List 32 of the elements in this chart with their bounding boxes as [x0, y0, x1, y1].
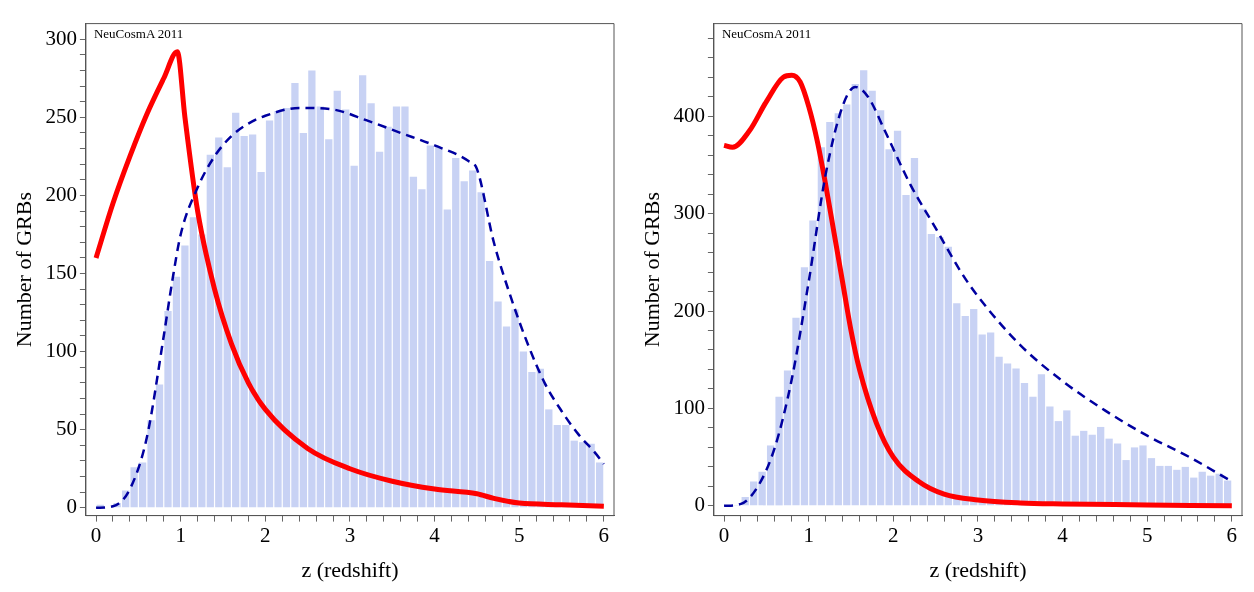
y-tick-label: 400: [673, 102, 705, 127]
x-tick-label: 1: [803, 522, 814, 547]
x-tick-label: 2: [260, 522, 271, 547]
x-tick-label: 4: [429, 522, 441, 547]
y-axis-title: Number of GRBs: [638, 191, 664, 348]
x-tick-label: 0: [90, 522, 102, 547]
y-tick-label: 200: [45, 181, 77, 206]
y-tick-label: 100: [45, 338, 77, 363]
annotation: NeuCosmA 2011: [721, 25, 812, 41]
y-tick-label: 0: [66, 494, 77, 519]
x-axis-title: z (redshift): [301, 556, 399, 582]
x-tick-label: 0: [718, 522, 730, 547]
y-tick-label: 200: [673, 297, 705, 322]
annotation: NeuCosmA 2011: [93, 25, 184, 41]
x-tick-label: 1: [175, 522, 186, 547]
x-tick-label: 5: [1141, 522, 1153, 547]
y-tick-label: 50: [55, 416, 77, 441]
x-axis-title: z (redshift): [929, 556, 1027, 582]
y-tick-label: 300: [45, 25, 77, 50]
y-tick-label: 100: [673, 394, 705, 419]
y-tick-label: 300: [673, 200, 705, 225]
y-axis-title: Number of GRBs: [10, 191, 36, 348]
y-tick-label: 250: [45, 103, 77, 128]
x-tick-label: 2: [888, 522, 899, 547]
x-tick-label: 4: [1057, 522, 1069, 547]
x-tick-label: 3: [972, 522, 984, 547]
x-tick-label: 6: [1226, 522, 1238, 547]
x-tick-label: 6: [598, 522, 610, 547]
x-tick-label: 3: [344, 522, 356, 547]
x-tick-label: 5: [513, 522, 525, 547]
y-tick-label: 150: [45, 260, 77, 285]
y-tick-label: 0: [694, 492, 705, 517]
